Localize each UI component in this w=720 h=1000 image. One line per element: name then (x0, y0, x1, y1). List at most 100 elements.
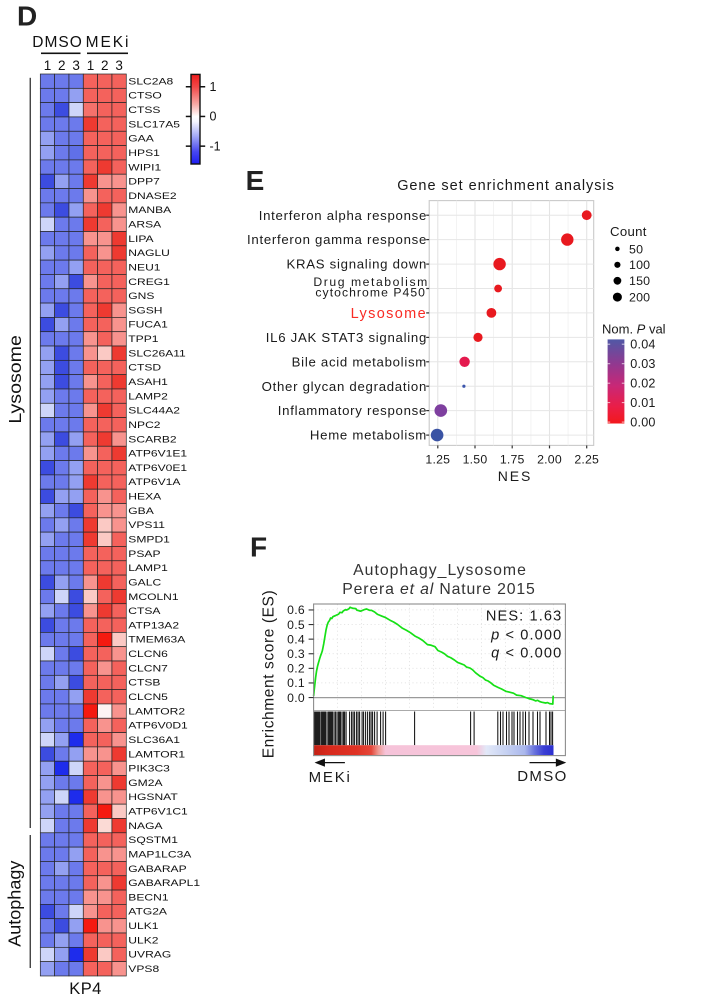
svg-text:NES: NES (498, 468, 533, 484)
svg-text:MEKi: MEKi (86, 34, 131, 51)
svg-text:ULK1: ULK1 (128, 921, 158, 931)
svg-text:UVRAG: UVRAG (128, 950, 171, 960)
svg-text:SCARB2: SCARB2 (128, 435, 176, 445)
svg-text:GNS: GNS (128, 291, 154, 301)
svg-text:SLC26A11: SLC26A11 (128, 349, 185, 359)
svg-text:1.25: 1.25 (425, 453, 450, 467)
svg-text:SLC44A2: SLC44A2 (128, 406, 180, 416)
svg-text:SQSTM1: SQSTM1 (128, 835, 178, 845)
svg-text:HGSNAT: HGSNAT (128, 792, 178, 802)
svg-text:Inflammatory response: Inflammatory response (278, 403, 427, 418)
svg-text:Autophagy_Lysosome: Autophagy_Lysosome (353, 562, 527, 579)
svg-text:NPC2: NPC2 (128, 420, 160, 430)
svg-text:MANBA: MANBA (128, 205, 172, 215)
svg-text:DNASE2: DNASE2 (128, 191, 176, 201)
svg-text:Count: Count (610, 224, 647, 239)
svg-text:Bile acid metabolism: Bile acid metabolism (292, 354, 427, 369)
svg-text:CLCN7: CLCN7 (128, 664, 168, 674)
svg-text:0.02: 0.02 (630, 377, 655, 391)
svg-text:E: E (246, 165, 265, 196)
svg-text:SLC17A5: SLC17A5 (128, 120, 180, 130)
svg-text:LIPA: LIPA (128, 234, 154, 244)
svg-text:LAMP2: LAMP2 (128, 392, 168, 402)
svg-text:Lysosome: Lysosome (351, 306, 427, 322)
svg-text:NEU1: NEU1 (128, 263, 160, 273)
svg-text:Interferon alpha response: Interferon alpha response (259, 208, 427, 223)
svg-text:TMEM63A: TMEM63A (128, 635, 186, 645)
svg-text:GM2A: GM2A (128, 778, 163, 788)
svg-text:0.5: 0.5 (287, 618, 305, 632)
svg-text:p < 0.000: p < 0.000 (490, 627, 562, 643)
svg-text:LAMTOR1: LAMTOR1 (128, 750, 185, 760)
svg-text:PIK3C3: PIK3C3 (128, 764, 170, 774)
svg-text:KRAS signaling down: KRAS signaling down (287, 257, 428, 272)
svg-text:SGSH: SGSH (128, 306, 162, 316)
svg-text:0.1: 0.1 (287, 676, 305, 690)
svg-text:3: 3 (72, 58, 80, 73)
svg-text:ATG2A: ATG2A (128, 907, 168, 917)
svg-text:0.3: 0.3 (287, 647, 305, 661)
svg-text:CTSB: CTSB (128, 678, 160, 688)
svg-text:DPP7: DPP7 (128, 177, 160, 187)
svg-text:TPP1: TPP1 (128, 334, 158, 344)
svg-text:ARSA: ARSA (128, 220, 162, 230)
svg-text:LAMP1: LAMP1 (128, 563, 168, 573)
svg-text:Interferon gamma response: Interferon gamma response (247, 232, 427, 247)
svg-text:Lysosome: Lysosome (5, 335, 25, 424)
svg-text:-1: -1 (210, 139, 221, 153)
svg-text:1: 1 (87, 58, 95, 73)
svg-text:KP4: KP4 (69, 980, 101, 998)
svg-text:Perera et al Nature 2015: Perera et al Nature 2015 (342, 581, 535, 598)
svg-text:ATP13A2: ATP13A2 (128, 621, 179, 631)
svg-text:ATP6V0D1: ATP6V0D1 (128, 721, 187, 731)
svg-text:FUCA1: FUCA1 (128, 320, 168, 330)
svg-text:ATP6V1A: ATP6V1A (128, 477, 181, 487)
svg-text:CREG1: CREG1 (128, 277, 170, 287)
svg-text:1.50: 1.50 (463, 453, 488, 467)
svg-text:GBA: GBA (128, 506, 154, 516)
svg-text:GALC: GALC (128, 578, 161, 588)
svg-text:VPS11: VPS11 (128, 520, 165, 530)
svg-text:0: 0 (210, 110, 217, 124)
svg-text:ATP6V1C1: ATP6V1C1 (128, 807, 187, 817)
svg-text:D: D (17, 1, 37, 32)
svg-text:0.01: 0.01 (630, 396, 655, 410)
svg-text:HEXA: HEXA (128, 492, 162, 502)
svg-text:0.6: 0.6 (287, 603, 305, 617)
svg-text:2.25: 2.25 (574, 453, 599, 467)
svg-text:CTSS: CTSS (128, 105, 160, 115)
svg-text:3: 3 (115, 58, 123, 73)
svg-text:ULK2: ULK2 (128, 936, 158, 946)
svg-text:LAMTOR2: LAMTOR2 (128, 707, 185, 717)
svg-text:ATP6V0E1: ATP6V0E1 (128, 463, 187, 473)
svg-text:0.03: 0.03 (630, 357, 655, 371)
svg-text:0.04: 0.04 (630, 338, 655, 352)
svg-text:DMSO: DMSO (517, 768, 567, 785)
svg-text:GAA: GAA (128, 134, 154, 144)
svg-text:Drug metabolism: Drug metabolism (313, 275, 428, 289)
svg-text:Gene set enrichment analysis: Gene set enrichment analysis (397, 178, 615, 194)
svg-text:NAGLU: NAGLU (128, 248, 170, 258)
svg-text:Other glycan degradation: Other glycan degradation (262, 379, 427, 394)
svg-text:HPS1: HPS1 (128, 148, 160, 158)
svg-text:Nom. P val: Nom. P val (602, 322, 666, 337)
svg-text:ASAH1: ASAH1 (128, 377, 168, 387)
svg-text:1.75: 1.75 (500, 453, 525, 467)
svg-text:2: 2 (101, 58, 109, 73)
svg-text:50: 50 (629, 242, 643, 256)
svg-text:200: 200 (629, 291, 650, 305)
svg-text:Heme metabolism: Heme metabolism (310, 428, 427, 443)
svg-text:MAP1LC3A: MAP1LC3A (128, 850, 192, 860)
svg-text:CTSD: CTSD (128, 363, 161, 373)
svg-text:MCOLN1: MCOLN1 (128, 592, 178, 602)
svg-text:WIPI1: WIPI1 (128, 163, 161, 173)
svg-text:CTSO: CTSO (128, 91, 162, 101)
svg-text:CLCN6: CLCN6 (128, 649, 168, 659)
svg-text:GABARAP: GABARAP (128, 864, 186, 874)
svg-text:cytochrome P450: cytochrome P450 (315, 286, 426, 300)
svg-text:CTSA: CTSA (128, 606, 161, 616)
svg-text:SLC36A1: SLC36A1 (128, 735, 180, 745)
svg-text:MEKi: MEKi (309, 769, 352, 786)
svg-text:1: 1 (44, 58, 52, 73)
svg-text:0.4: 0.4 (287, 632, 305, 646)
